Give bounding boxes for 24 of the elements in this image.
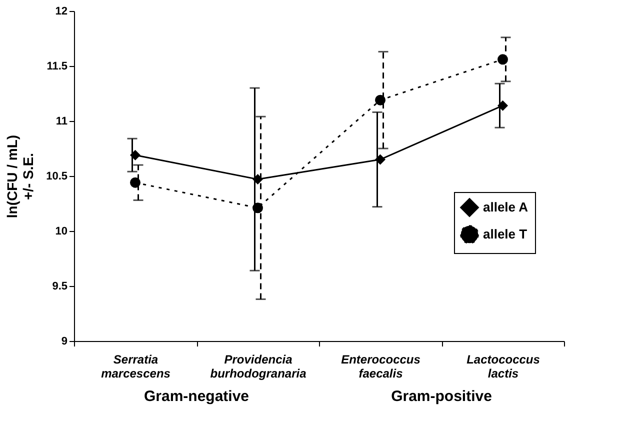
point bbox=[375, 154, 386, 165]
point bbox=[252, 174, 263, 185]
point bbox=[498, 54, 508, 65]
text: Gram-positive bbox=[391, 388, 492, 405]
y-tick-label: 10.5 bbox=[46, 170, 68, 182]
x-tick-label: Serratia marcescens bbox=[101, 352, 171, 380]
y-tick-label: 9.5 bbox=[52, 280, 68, 292]
point bbox=[130, 177, 140, 188]
y-tick-label: 11 bbox=[56, 116, 68, 128]
y-axis-title: ln(CFU / mL) +/- S.E. bbox=[4, 134, 36, 218]
y-tick-label: 12 bbox=[55, 6, 68, 18]
x-tick-label: Enterococcus faecalis bbox=[341, 352, 421, 380]
point bbox=[375, 94, 386, 106]
y-tick-label: 9 bbox=[61, 336, 68, 348]
y-tick-label: 10 bbox=[55, 226, 68, 238]
point bbox=[498, 100, 508, 111]
text: Gram-negative bbox=[144, 388, 250, 405]
point bbox=[130, 150, 140, 160]
x-tick-label: Providencia burhodogranaria bbox=[210, 352, 307, 380]
x-tick-label: Lactococcus lactis bbox=[466, 352, 540, 380]
point bbox=[252, 202, 263, 214]
legend-label: allele A bbox=[483, 200, 529, 214]
legend-label: allele T bbox=[483, 226, 528, 242]
y-tick-label: 11.5 bbox=[46, 60, 68, 72]
